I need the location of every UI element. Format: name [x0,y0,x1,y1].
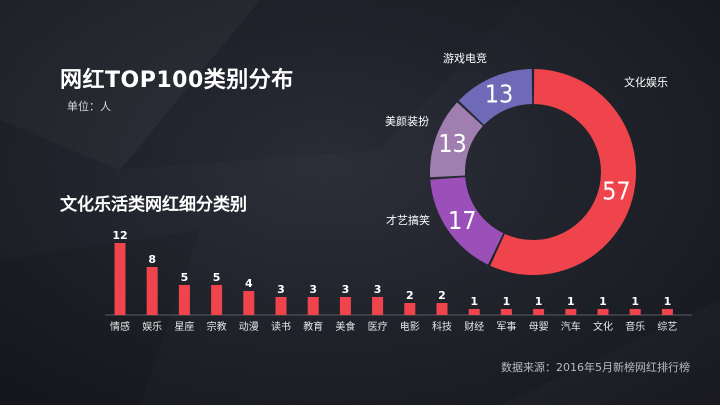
bar [661,309,673,315]
donut-slice-2 [430,177,504,265]
bar-chart-title: 文化乐活类网红细分类别 [60,195,247,215]
bar [146,267,158,315]
bar-category-label: 电影 [400,320,420,333]
bar-value-label: 3 [309,283,317,296]
bar-category-label: 娱乐 [142,320,162,333]
bar-category-label: 音乐 [625,320,645,333]
bar-value-label: 5 [213,271,221,284]
bar [211,285,223,315]
bar-category-label: 教育 [303,320,323,333]
donut-value-label: 13 [438,129,467,158]
bar-category-label: 星座 [174,320,194,333]
bar-value-label: 3 [342,283,350,296]
bar-value-label: 8 [148,253,156,266]
bar [243,291,255,315]
bar-value-label: 1 [503,295,511,308]
bar [178,285,190,315]
bar [436,303,448,315]
bar [372,297,384,315]
donut-slice-3 [430,102,483,178]
unit-label: 单位：人 [67,100,111,113]
bar [275,297,287,315]
donut-value-label: 17 [448,206,477,235]
bar-value-label: 1 [664,295,672,308]
bar-category-label: 军事 [496,320,516,333]
bar-value-label: 2 [438,289,446,302]
bar-category-label: 财经 [464,320,484,333]
bar-value-label: 1 [470,295,478,308]
donut-value-label: 13 [485,80,514,109]
bar-category-label: 医疗 [368,320,388,333]
bar-value-label: 1 [535,295,543,308]
bar [339,297,351,315]
bar-category-label: 汽车 [561,320,581,333]
bar-category-label: 动漫 [239,321,259,333]
bar-category-label: 综艺 [657,320,677,333]
main-title: 网红TOP100类别分布 [60,68,294,93]
bar-value-label: 1 [599,295,607,308]
bar-value-label: 2 [406,289,414,302]
bar-value-label: 3 [277,283,285,296]
bar-value-label: 4 [245,277,253,290]
bar-category-label: 文化 [593,320,613,333]
bar [307,297,319,315]
bar-value-label: 5 [181,271,189,284]
donut-value-label: 57 [602,177,631,206]
bar-value-label: 1 [567,295,575,308]
donut-category-label: 美颜装扮 [385,114,429,128]
bar-value-label: 3 [374,283,382,296]
bar [404,303,416,315]
donut-category-label: 游戏电竞 [443,51,487,65]
bar-category-label: 宗教 [207,320,227,333]
bar-value-label: 12 [112,229,127,242]
bar-category-label: 科技 [432,320,452,333]
bar [597,309,609,315]
bar-category-label: 情感 [110,320,130,333]
donut-category-label: 文化娱乐 [624,75,668,89]
source-note: 数据来源：2016年5月新榜网红排行榜 [501,361,690,374]
bar [565,309,577,315]
bar-category-label: 读书 [271,320,291,333]
donut-slice-4 [458,69,533,125]
bar [533,309,545,315]
donut-slice-1 [490,69,636,275]
bar-category-label: 母婴 [529,321,549,333]
bar [500,309,512,315]
bar-value-label: 1 [631,295,639,308]
donut-category-label: 才艺搞笑 [386,213,430,227]
bar [468,309,480,315]
bar-category-label: 美食 [335,320,355,333]
bar [629,309,641,315]
bar [114,243,126,315]
